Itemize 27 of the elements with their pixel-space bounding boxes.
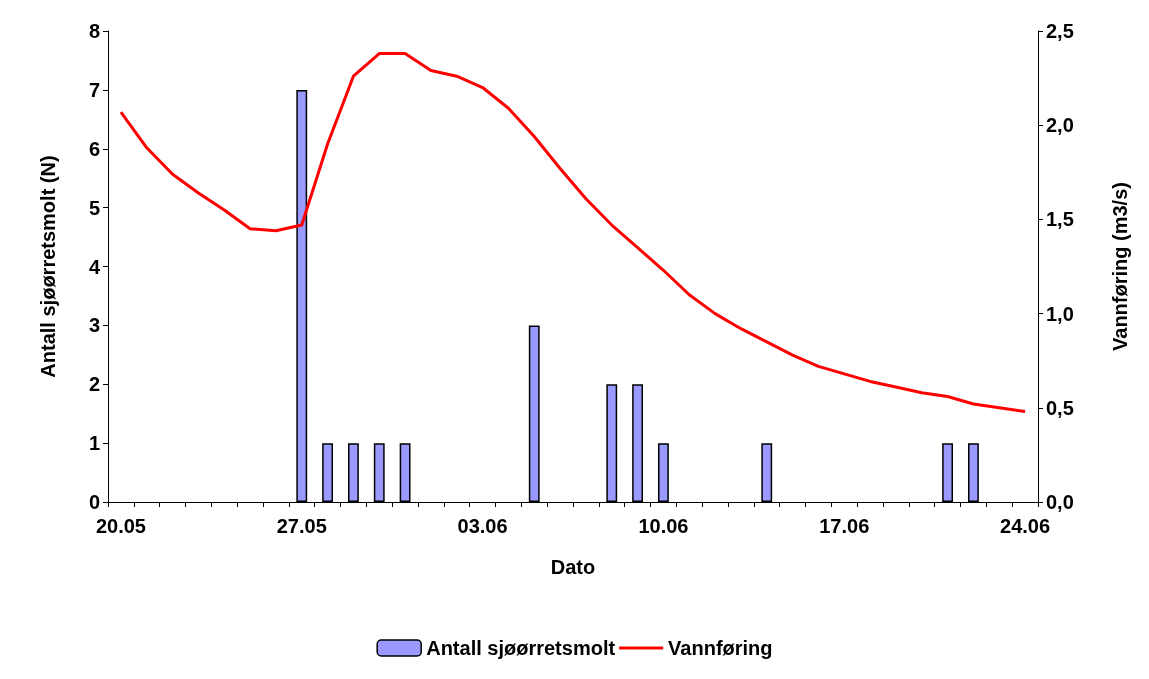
y-tick-label: 1 [88, 432, 100, 455]
y2-tick-label: 1,0 [1046, 302, 1074, 325]
y-tick-label: 0 [88, 491, 100, 513]
y2-tick-label: 0,5 [1046, 396, 1074, 419]
x-tick-label: 17.06 [819, 515, 870, 537]
y2-tick-label: 0,0 [1046, 491, 1074, 513]
y-tick-label: 7 [88, 78, 100, 101]
legend-label: Antall sjøørretsmolt [426, 637, 616, 659]
x-tick-label: 03.06 [457, 515, 508, 537]
y-tick-label: 6 [88, 137, 100, 160]
y-tick-label: 8 [88, 20, 100, 42]
y-tick-label: 2 [88, 373, 100, 396]
legend-label: Vannføring [668, 637, 773, 659]
y2-tick-label: 2,0 [1046, 114, 1074, 137]
x-tick-label: 20.05 [95, 515, 146, 537]
x-tick-label: 27.05 [276, 515, 327, 537]
y2-tick-label: 1,5 [1046, 208, 1074, 231]
x-axis-title: Dato [550, 556, 596, 578]
y-tick-label: 5 [88, 196, 100, 219]
line-series [119, 52, 1027, 414]
y-tick-label: 3 [88, 314, 100, 337]
x-tick-label: 10.06 [638, 515, 689, 537]
y-axis-title: Antall sjøørretsmolt (N) [37, 155, 59, 378]
y-tick-label: 4 [88, 255, 101, 278]
y2-tick-label: 2,5 [1046, 20, 1074, 42]
x-tick-label: 24.06 [1000, 515, 1051, 537]
y2-axis-title: Vannføring (m3/s) [1109, 182, 1131, 351]
